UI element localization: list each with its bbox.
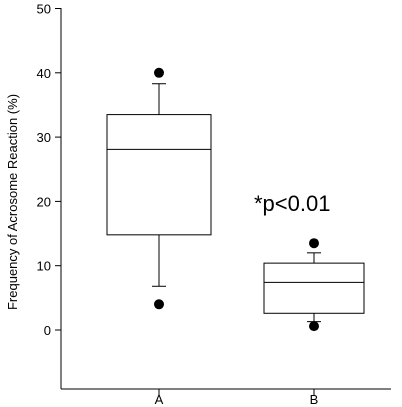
y-tick-label: 50 <box>37 2 51 17</box>
y-axis-label: Frequency of Acrosome Reaction (%) <box>5 94 20 310</box>
box-A <box>106 114 212 236</box>
y-tick-label: 20 <box>37 194 51 209</box>
plot-area: 0 10 20 30 40 50 A B <box>37 2 391 407</box>
outlier-point <box>154 299 164 310</box>
outlier-point <box>309 238 319 249</box>
box-B <box>263 262 365 314</box>
y-tick-label: 0 <box>44 323 51 338</box>
significance-annotation: *p<0.01 <box>254 191 330 216</box>
y-tick-label: 40 <box>37 66 51 81</box>
y-tick-label: 10 <box>37 259 51 274</box>
outlier-point <box>309 321 319 332</box>
y-tick-label: 30 <box>37 130 51 145</box>
x-tick-label: B <box>310 392 319 407</box>
x-tick-label: A <box>155 392 164 407</box>
outlier-point <box>154 67 164 78</box>
